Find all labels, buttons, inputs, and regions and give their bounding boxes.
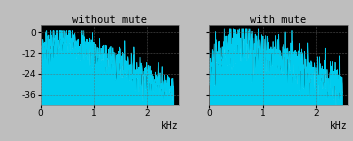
Text: kHz: kHz [330, 121, 348, 131]
Text: kHz: kHz [161, 121, 179, 131]
Title: with mute: with mute [250, 15, 307, 25]
Title: without mute: without mute [72, 15, 147, 25]
